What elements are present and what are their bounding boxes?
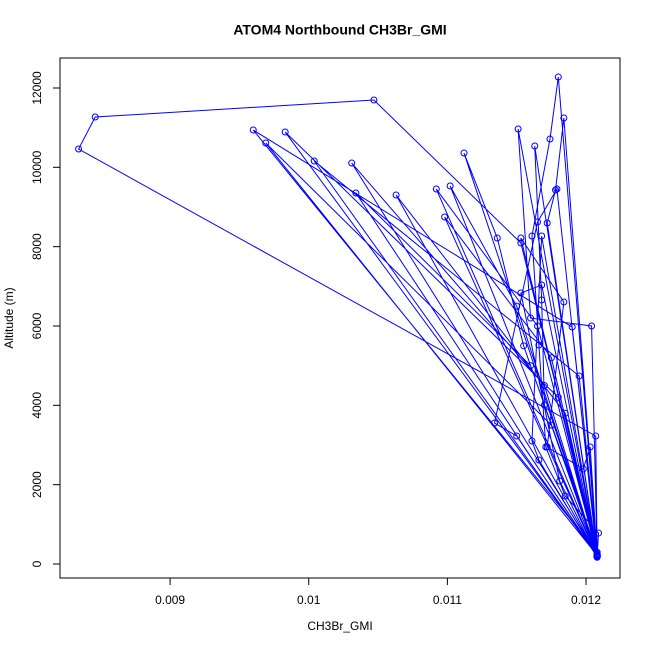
y-tick-label: 2000 bbox=[30, 471, 44, 498]
data-point bbox=[593, 550, 601, 558]
data-point bbox=[352, 189, 360, 197]
data-point bbox=[561, 409, 569, 417]
data-point bbox=[579, 465, 587, 473]
data-point bbox=[538, 232, 546, 240]
data-point bbox=[520, 342, 528, 350]
data-point bbox=[560, 114, 568, 122]
data-point bbox=[586, 443, 594, 451]
y-tick-label: 12000 bbox=[30, 71, 44, 105]
x-tick-label: 0.012 bbox=[571, 593, 601, 607]
data-point bbox=[281, 128, 289, 136]
data-point bbox=[528, 232, 536, 240]
data-point bbox=[514, 125, 522, 133]
data-point bbox=[554, 73, 562, 81]
data-point bbox=[493, 234, 501, 242]
data-point bbox=[446, 182, 454, 190]
data-point bbox=[348, 159, 356, 167]
y-tick-label: 0 bbox=[30, 560, 44, 567]
data-point bbox=[249, 126, 257, 134]
data-point bbox=[534, 218, 542, 226]
data-point bbox=[370, 96, 378, 104]
data-point bbox=[556, 477, 564, 485]
data-point bbox=[540, 381, 548, 389]
data-point bbox=[592, 432, 600, 440]
data-point bbox=[540, 401, 548, 409]
data-point bbox=[491, 419, 499, 427]
data-point bbox=[517, 234, 525, 242]
data-point bbox=[595, 529, 603, 537]
y-tick-label: 6000 bbox=[30, 312, 44, 339]
x-tick-label: 0.009 bbox=[155, 593, 185, 607]
data-point bbox=[513, 302, 521, 310]
data-point bbox=[513, 432, 521, 440]
data-point bbox=[392, 191, 400, 199]
data-point bbox=[547, 354, 555, 362]
data-point bbox=[262, 139, 270, 147]
x-tick-label: 0.011 bbox=[433, 593, 462, 607]
data-point bbox=[546, 135, 554, 143]
data-point bbox=[310, 157, 318, 165]
data-point bbox=[441, 213, 449, 221]
data-point bbox=[543, 219, 551, 227]
data-point bbox=[538, 281, 546, 289]
y-tick-label: 4000 bbox=[30, 392, 44, 419]
chart-title: ATOM4 Northbound CH3Br_GMI bbox=[233, 22, 446, 38]
plot-frame bbox=[59, 57, 621, 579]
data-point bbox=[553, 185, 561, 193]
data-point bbox=[75, 145, 83, 153]
data-point bbox=[527, 314, 535, 322]
data-point bbox=[560, 298, 568, 306]
data-point bbox=[575, 372, 583, 380]
data-point bbox=[534, 322, 542, 330]
data-point bbox=[561, 492, 569, 500]
data-point bbox=[535, 456, 543, 464]
data-point bbox=[432, 185, 440, 193]
data-point bbox=[543, 443, 551, 451]
data-point bbox=[527, 362, 535, 370]
data-point bbox=[517, 239, 525, 247]
data-point bbox=[460, 149, 468, 157]
data-point bbox=[528, 437, 536, 445]
data-point bbox=[517, 289, 525, 297]
data-point bbox=[91, 113, 99, 121]
x-tick-label: 0.01 bbox=[297, 593, 321, 607]
data-point bbox=[554, 393, 562, 401]
data-point bbox=[588, 322, 596, 330]
data-point bbox=[538, 296, 546, 304]
data-point bbox=[552, 186, 560, 194]
y-tick-label: 10000 bbox=[30, 150, 44, 184]
data-point bbox=[535, 341, 543, 349]
y-tick-label: 8000 bbox=[30, 233, 44, 260]
data-point bbox=[568, 323, 576, 331]
x-axis-label: CH3Br_GMI bbox=[307, 619, 372, 633]
data-point bbox=[531, 142, 539, 150]
data-point bbox=[547, 421, 555, 429]
y-axis-label: Altitude (m) bbox=[2, 287, 16, 348]
series-line bbox=[77, 76, 600, 558]
data-point bbox=[593, 553, 601, 561]
